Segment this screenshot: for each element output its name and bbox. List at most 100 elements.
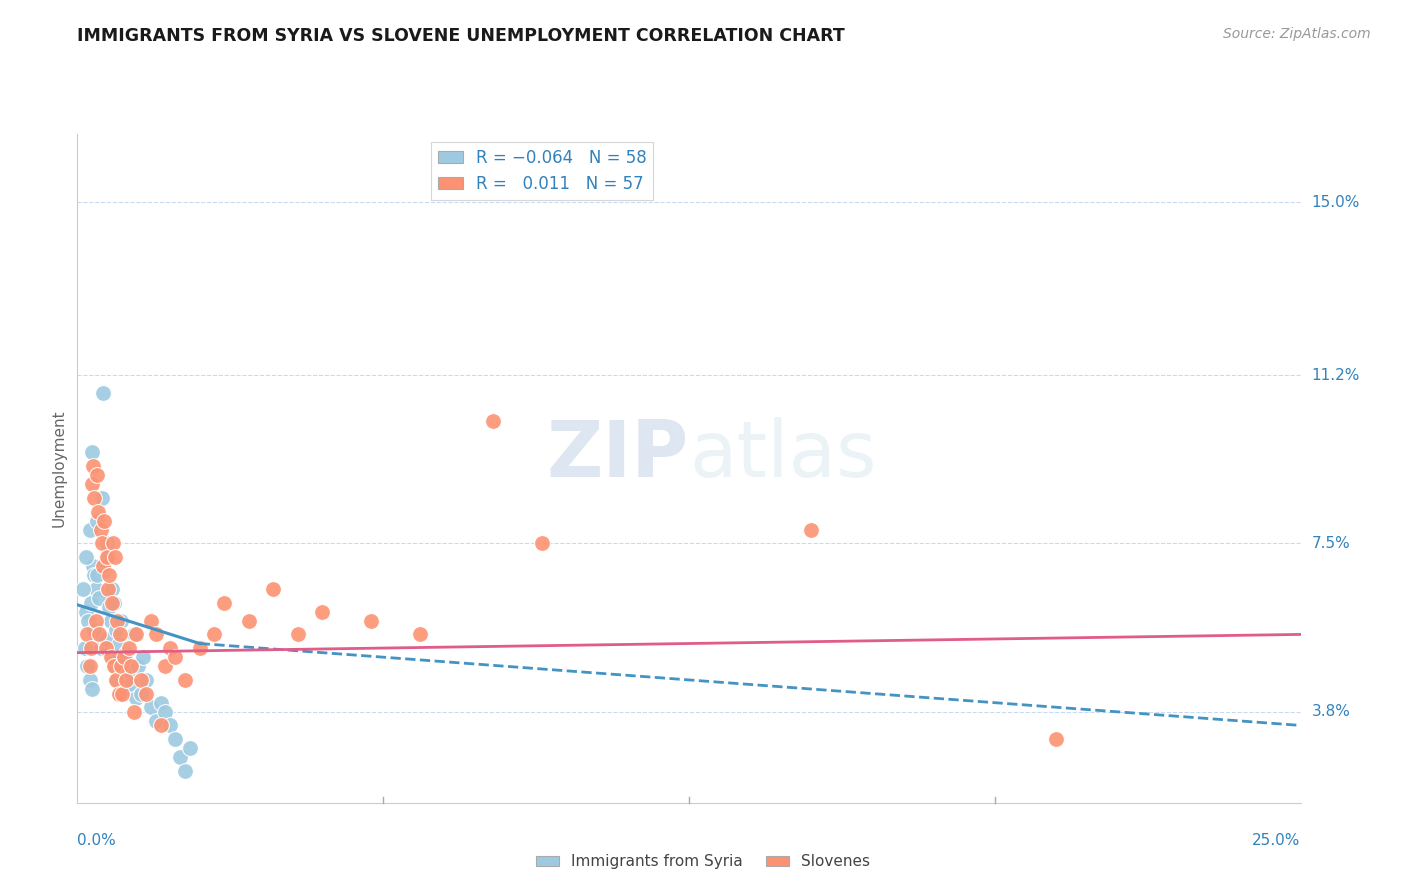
Point [93, 564, 115, 578]
Point [1045, 732, 1067, 747]
Point [129, 673, 152, 687]
Point [107, 614, 129, 628]
Text: ZIP: ZIP [547, 417, 689, 493]
Text: IMMIGRANTS FROM SYRIA VS SLOVENE UNEMPLOYMENT CORRELATION CHART: IMMIGRANTS FROM SYRIA VS SLOVENE UNEMPLO… [77, 27, 845, 45]
Point [129, 687, 152, 701]
Point [94, 632, 117, 646]
Point [94, 641, 117, 656]
Point [112, 650, 135, 665]
Point [360, 614, 382, 628]
Point [84, 582, 107, 596]
Point [132, 650, 155, 665]
Point [100, 614, 122, 628]
Point [155, 659, 177, 673]
Point [139, 700, 162, 714]
Point [83, 623, 105, 637]
Point [82, 559, 104, 574]
Point [169, 750, 191, 764]
Point [115, 646, 138, 660]
Point [97, 582, 120, 596]
Point [531, 536, 554, 550]
Point [80, 477, 103, 491]
Point [79, 523, 101, 537]
Point [118, 641, 141, 656]
Point [800, 523, 823, 537]
Point [188, 641, 211, 656]
Point [76, 627, 98, 641]
Point [98, 600, 121, 615]
Point [149, 696, 172, 710]
Point [90, 491, 112, 505]
Point [82, 458, 104, 473]
Point [86, 568, 108, 582]
Point [145, 627, 167, 641]
Text: 3.8%: 3.8% [1312, 705, 1351, 719]
Point [110, 627, 132, 641]
Point [120, 659, 142, 673]
Point [93, 514, 115, 528]
Legend: Immigrants from Syria, Slovenes: Immigrants from Syria, Slovenes [530, 848, 876, 875]
Point [100, 650, 122, 665]
Point [79, 659, 101, 673]
Point [90, 523, 112, 537]
Point [103, 596, 125, 610]
Point [104, 659, 127, 673]
Point [159, 641, 181, 656]
Point [105, 673, 128, 687]
Point [83, 491, 105, 505]
Point [311, 605, 333, 619]
Point [122, 705, 145, 719]
Y-axis label: Unemployment: Unemployment [51, 409, 66, 527]
Point [108, 636, 131, 650]
Point [174, 764, 197, 778]
Point [79, 673, 101, 687]
Point [75, 549, 97, 564]
Text: Source: ZipAtlas.com: Source: ZipAtlas.com [1223, 27, 1371, 41]
Point [115, 673, 138, 687]
Point [96, 549, 118, 564]
Point [90, 641, 112, 656]
Point [76, 659, 98, 673]
Point [125, 627, 148, 641]
Point [90, 536, 112, 550]
Text: 11.2%: 11.2% [1312, 368, 1360, 383]
Point [111, 687, 134, 701]
Point [155, 705, 177, 719]
Point [77, 614, 100, 628]
Point [179, 741, 201, 756]
Point [135, 673, 157, 687]
Point [91, 386, 114, 401]
Point [89, 591, 111, 605]
Point [86, 514, 108, 528]
Point [91, 559, 114, 574]
Point [83, 568, 105, 582]
Point [149, 718, 172, 732]
Point [107, 673, 129, 687]
Point [104, 549, 127, 564]
Point [118, 664, 141, 678]
Point [120, 677, 142, 691]
Point [101, 536, 124, 550]
Point [75, 605, 97, 619]
Point [103, 659, 125, 673]
Point [87, 627, 110, 641]
Point [100, 596, 122, 610]
Point [122, 627, 145, 641]
Point [202, 627, 225, 641]
Point [174, 673, 197, 687]
Point [145, 714, 167, 728]
Point [127, 659, 149, 673]
Point [80, 596, 103, 610]
Point [80, 445, 103, 459]
Point [110, 614, 132, 628]
Point [139, 614, 162, 628]
Text: atlas: atlas [689, 417, 876, 493]
Point [86, 468, 108, 483]
Point [89, 627, 111, 641]
Point [165, 650, 187, 665]
Point [105, 623, 128, 637]
Point [482, 413, 505, 427]
Point [97, 549, 120, 564]
Point [125, 691, 148, 706]
Point [159, 718, 181, 732]
